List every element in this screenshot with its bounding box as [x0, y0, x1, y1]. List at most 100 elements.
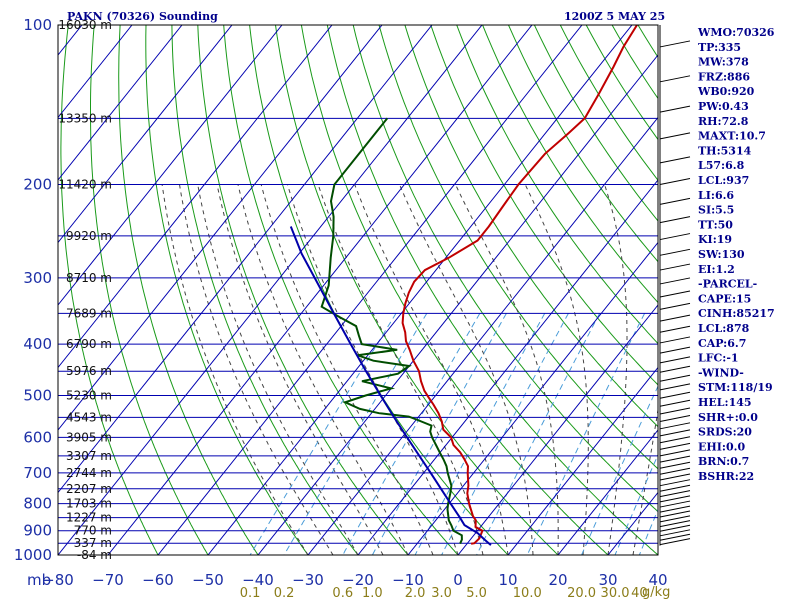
- pressure-tick-label: 200: [23, 176, 52, 194]
- isotherm: [58, 25, 133, 119]
- isotherm: [557, 429, 658, 555]
- wind-barb: [659, 429, 691, 437]
- parcel-trace: [289, 226, 492, 546]
- wind-barb: [659, 40, 691, 48]
- pressure-tick-label: 600: [23, 428, 52, 446]
- wind-barb: [659, 500, 691, 508]
- mixing-ratio-label: 0.1: [240, 586, 261, 600]
- isotherm: [58, 25, 383, 431]
- sounding-index-7: MAXT:10.7: [698, 130, 766, 143]
- moist-adiabat: [161, 184, 309, 555]
- moist-adiabat: [604, 184, 628, 555]
- sounding-index-9: L57:6.8: [698, 159, 745, 172]
- mixing-ratio-line: [371, 313, 507, 555]
- temperature-tick-label: 10: [498, 571, 517, 589]
- height-label: 6790 m: [66, 337, 112, 351]
- height-label: 5976 m: [66, 364, 112, 378]
- wind-barb: [659, 455, 691, 463]
- wind-barb: [659, 325, 691, 333]
- chart-lines: [58, 25, 658, 555]
- isotherm: [58, 25, 483, 555]
- wind-barb: [659, 533, 691, 541]
- height-label: 13350 m: [58, 111, 112, 125]
- height-label: 7689 m: [66, 306, 112, 320]
- pressure-tick-label: 800: [23, 495, 52, 513]
- sounding-index-21: CAP:6.7: [698, 337, 746, 350]
- temperature-tick-label: 0: [453, 571, 463, 589]
- wind-barb: [659, 529, 691, 537]
- wind-barb: [659, 290, 691, 298]
- temperature-tick-label: −30: [292, 571, 324, 589]
- moist-adiabat: [317, 184, 484, 555]
- mixing-ratio-label: 1.0: [362, 586, 383, 600]
- isotherm: [107, 25, 533, 555]
- height-label: 3905 m: [66, 430, 112, 444]
- temperature-tick-label: −50: [192, 571, 224, 589]
- height-label: 1703 m: [66, 497, 112, 511]
- temperature-tick-label: −40: [242, 571, 274, 589]
- wind-barb: [659, 248, 691, 256]
- sounding-index-14: KI:19: [698, 233, 732, 246]
- wind-barb: [659, 105, 691, 113]
- wind-barb: [659, 132, 691, 140]
- sounding-index-27: SRDS:20: [698, 426, 752, 439]
- temperature-tick-label: 20: [548, 571, 567, 589]
- wind-barb: [659, 515, 691, 523]
- wind-barb: [659, 484, 691, 492]
- isotherm: [507, 366, 658, 555]
- wind-barb: [659, 538, 691, 546]
- sounding-index-30: BSHR:22: [698, 470, 754, 483]
- wind-barb: [659, 449, 691, 457]
- mixing-ratio-label: 0.6: [332, 586, 353, 600]
- mixing-ratio-label: 5.0: [466, 586, 487, 600]
- temperature-tick-label: −70: [92, 571, 124, 589]
- wind-barb: [659, 399, 691, 407]
- sounding-index-0: WMO:70326: [697, 26, 775, 39]
- isotherm: [257, 54, 658, 555]
- pressure-tick-label: 500: [23, 386, 52, 404]
- temperature-tick-label: −10: [392, 571, 424, 589]
- height-label: 337 m: [74, 536, 112, 550]
- wind-barb: [659, 391, 691, 399]
- wind-barb: [659, 461, 691, 469]
- mixing-ratio-line: [638, 508, 658, 555]
- wind-barb: [659, 277, 691, 285]
- mixing-ratio-line: [476, 313, 601, 555]
- height-label: 770 m: [74, 524, 112, 538]
- wind-barb: [659, 436, 691, 444]
- sounding-index-25: HEL:145: [698, 396, 752, 409]
- wind-barb: [659, 479, 691, 487]
- sounding-index-10: LCL:937: [698, 174, 749, 187]
- isotherm: [58, 25, 283, 306]
- sounding-index-22: LFC:-1: [698, 352, 739, 365]
- isotherm: [407, 241, 658, 555]
- wind-barb: [659, 415, 691, 423]
- isotherm: [307, 116, 658, 555]
- height-label: 9920 m: [66, 229, 112, 243]
- wind-barb: [659, 356, 691, 364]
- isotherm: [357, 179, 658, 555]
- mixing-ratio-label: 10.0: [513, 586, 542, 600]
- isotherm: [457, 304, 658, 555]
- isotherm: [58, 25, 333, 369]
- pressure-tick-label: 100: [23, 16, 52, 34]
- isotherm: [207, 25, 633, 555]
- sounding-index-12: SI:5.5: [698, 204, 734, 217]
- sounding-index-29: BRN:0.7: [698, 455, 749, 468]
- sounding-index-8: TH:5314: [698, 144, 752, 157]
- temperature-trace: [401, 25, 638, 545]
- wind-barb: [659, 495, 691, 503]
- moist-adiabat: [632, 406, 658, 555]
- sounding-index-23: -WIND-: [698, 366, 744, 379]
- sounding-index-1: TP:335: [698, 41, 741, 54]
- height-label: 1227 m: [66, 511, 112, 525]
- sounding-index-3: FRZ:886: [698, 70, 750, 83]
- pressure-unit-label: mb: [27, 571, 51, 589]
- wind-barb: [659, 473, 691, 481]
- height-label: 3307 m: [66, 449, 112, 463]
- isotherm: [58, 25, 183, 181]
- height-label: 11420 m: [58, 178, 112, 192]
- temperature-tick-label: 30: [598, 571, 617, 589]
- moist-adiabat: [455, 184, 559, 555]
